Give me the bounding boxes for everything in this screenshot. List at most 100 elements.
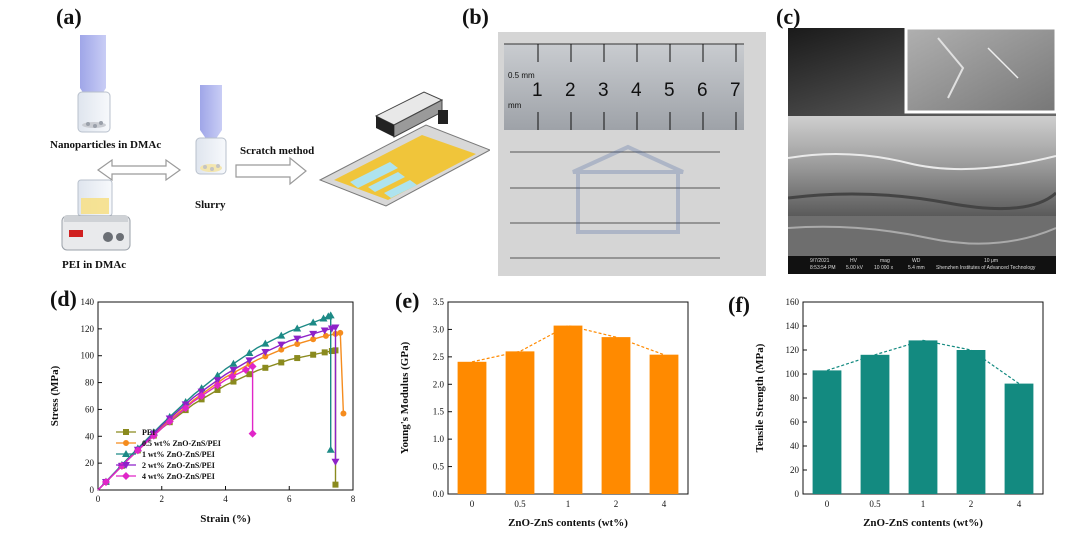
series-marker	[261, 349, 270, 357]
stress-strain-chart: 0 20 40 60 80 100 120 140 0 2 4 6 8 Strain (%) Stress …	[49, 297, 356, 525]
sem-hv-label: HV	[850, 258, 857, 264]
series-marker	[340, 410, 347, 417]
legend-marker	[123, 440, 129, 446]
y-tick-label: 0.5	[433, 462, 445, 472]
series-marker	[321, 349, 328, 356]
x-axis-label: Strain (%)	[200, 513, 251, 525]
sem-scale: 10 μm	[984, 258, 998, 264]
series-marker	[293, 335, 302, 343]
series-marker	[310, 336, 317, 343]
x-tick-label: 0	[96, 494, 101, 504]
series-marker	[294, 340, 301, 347]
y-tick-label: 140	[81, 297, 95, 307]
sem-mag: 10 000 x	[874, 265, 894, 271]
ruler-number: 2	[565, 80, 576, 101]
series-marker	[214, 386, 221, 393]
ruler-number: 5	[664, 80, 675, 101]
bar	[1004, 383, 1034, 494]
panel-c-label: (c)	[776, 4, 801, 29]
series-marker	[228, 372, 237, 381]
y-tick-label: 2.0	[433, 379, 445, 389]
bar	[860, 354, 890, 494]
series-marker	[326, 445, 335, 453]
legend-marker	[122, 462, 130, 469]
y-tick-label: 120	[81, 324, 95, 334]
bar	[601, 337, 631, 494]
panel-a-label: (a)	[56, 4, 82, 29]
bar	[553, 325, 583, 494]
double-arrow-icon	[96, 158, 182, 182]
series-marker	[181, 404, 190, 413]
y-tick-label: 1.5	[433, 407, 445, 417]
series-marker	[278, 359, 285, 366]
x-tick-label: 1	[566, 499, 571, 509]
x-tick-label: 2	[614, 499, 619, 509]
y-tick-label: 2.5	[433, 352, 445, 362]
slurry-label: Slurry	[195, 199, 226, 211]
series-marker	[326, 311, 335, 319]
series-marker	[278, 346, 285, 353]
sem-image-graphic	[788, 28, 1056, 274]
series-marker	[101, 477, 110, 486]
sonicator-probe-icon	[200, 85, 222, 146]
series-marker	[328, 348, 335, 355]
legend-label: PEI	[142, 428, 155, 437]
sem-info-bar: 9/7/2021 8:53:54 PM HV 5.00 kV mag 10 00…	[788, 258, 1056, 274]
sem-date: 9/7/2021	[810, 258, 830, 264]
pei-label: PEI in DMAc	[62, 259, 126, 271]
series-marker	[322, 332, 329, 339]
bar	[457, 361, 487, 494]
bar	[908, 340, 938, 494]
series-marker	[331, 458, 340, 466]
series-marker	[248, 429, 257, 438]
panel-d-label: (d)	[50, 286, 77, 311]
x-tick-label: 2	[969, 499, 974, 509]
sem-wd-label: WD	[912, 258, 921, 264]
series-0	[97, 347, 339, 491]
series-marker	[246, 371, 253, 378]
series-marker	[319, 314, 328, 322]
y-axis-label: Stress (MPa)	[49, 365, 61, 426]
y-tick-label: 40	[790, 441, 800, 451]
slurry-beaker-icon	[195, 137, 227, 175]
ruler-unit-top: 0.5 mm	[508, 71, 535, 80]
series-marker	[245, 349, 254, 357]
trend-line	[471, 324, 665, 363]
y-tick-label: 60	[85, 404, 95, 414]
series-marker	[331, 324, 340, 332]
series-marker	[310, 351, 317, 358]
series-marker	[117, 461, 126, 470]
series-line	[97, 349, 337, 491]
series-line	[97, 326, 337, 491]
y-tick-label: 3.0	[433, 324, 445, 334]
legend-label: 1 wt% ZnO-ZnS/PEI	[142, 450, 215, 459]
x-tick-label: 0.5	[869, 499, 881, 509]
trend-line	[826, 339, 1020, 385]
y-tick-label: 0.0	[433, 489, 445, 499]
x-axis-label: ZnO-ZnS contents (wt%)	[863, 517, 983, 529]
series-marker	[277, 331, 286, 339]
x-tick-label: 0	[825, 499, 830, 509]
y-tick-label: 1.0	[433, 434, 445, 444]
x-tick-label: 6	[287, 494, 292, 504]
y-tick-label: 3.5	[433, 297, 445, 307]
sem-wd: 5.4 mm	[908, 265, 925, 271]
panel-f-label: (f)	[728, 292, 750, 317]
panel-b-label: (b)	[462, 4, 489, 29]
y-axis-label: Tensile Strength (MPa)	[754, 343, 766, 452]
legend-marker	[122, 472, 130, 480]
bar	[956, 350, 986, 494]
y-tick-label: 160	[786, 297, 800, 307]
x-tick-label: 0.5	[514, 499, 526, 509]
sonicator-probe-icon	[80, 35, 106, 108]
x-tick-label: 8	[351, 494, 356, 504]
nanoparticles-label: Nanoparticles in DMAc	[50, 139, 161, 151]
x-axis-label: ZnO-ZnS contents (wt%)	[508, 517, 628, 529]
panel-e-label: (e)	[395, 288, 420, 313]
x-tick-label: 4	[223, 494, 228, 504]
series-marker	[241, 365, 250, 374]
y-tick-label: 60	[790, 417, 800, 427]
series-4	[97, 362, 257, 491]
tensile-strength-chart: 0 20 40 60 80 100 120 140 160 0 0.5 1 2 4 ZnO-ZnS cont…	[754, 297, 1044, 529]
series-marker	[277, 341, 286, 349]
